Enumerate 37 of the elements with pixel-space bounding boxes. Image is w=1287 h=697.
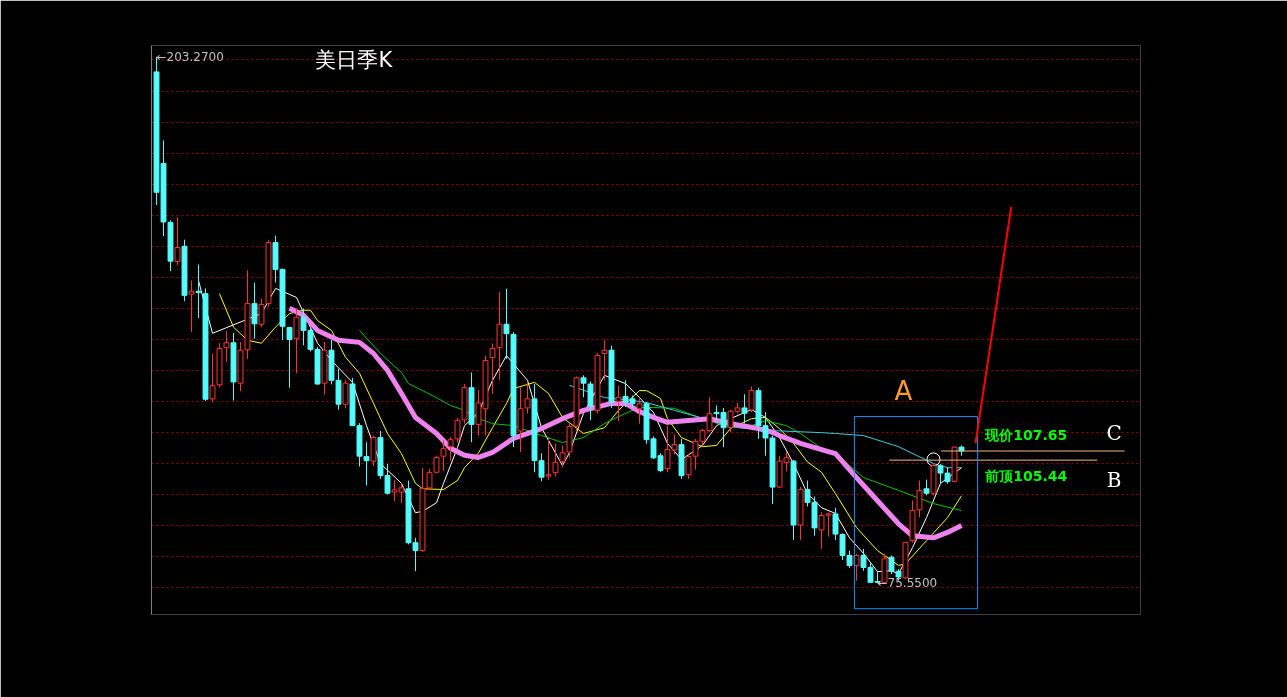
candlestick (615, 385, 622, 422)
candlestick (286, 327, 293, 389)
candlestick (195, 263, 202, 319)
candlestick (916, 480, 923, 518)
candlestick (440, 440, 447, 472)
candlestick (552, 443, 559, 477)
candlestick (545, 436, 552, 481)
chart-title: 美日季K (315, 47, 394, 72)
candlestick (258, 298, 265, 328)
candlestick (251, 282, 258, 340)
candlestick (517, 386, 524, 453)
candlestick (524, 381, 531, 415)
annotation: ←75.5500 (877, 576, 938, 591)
ref-line-label: 前顶105.44 (984, 468, 1068, 485)
candlestick (748, 385, 755, 413)
candlestick (209, 353, 216, 403)
candlestick (503, 288, 510, 360)
text: C (1106, 421, 1122, 446)
candlestick (293, 308, 300, 374)
candlestick (370, 435, 377, 467)
candlestick (188, 280, 195, 333)
annotation: A (894, 375, 913, 406)
candlestick (342, 379, 349, 409)
candlestick (496, 291, 503, 381)
candlestick (559, 444, 566, 468)
candlestick (174, 216, 181, 266)
candlestick (489, 343, 496, 395)
candlestick (601, 339, 608, 381)
candlestick (587, 381, 594, 421)
text: B (1106, 468, 1122, 493)
candlestick (447, 436, 454, 462)
candlestick (223, 330, 230, 363)
candlestick (580, 374, 587, 398)
candlestick (636, 398, 643, 425)
candlestick (741, 393, 748, 425)
ref-line-label: 现价107.65 (984, 427, 1068, 444)
annotation: ←203.2700 (156, 49, 224, 64)
